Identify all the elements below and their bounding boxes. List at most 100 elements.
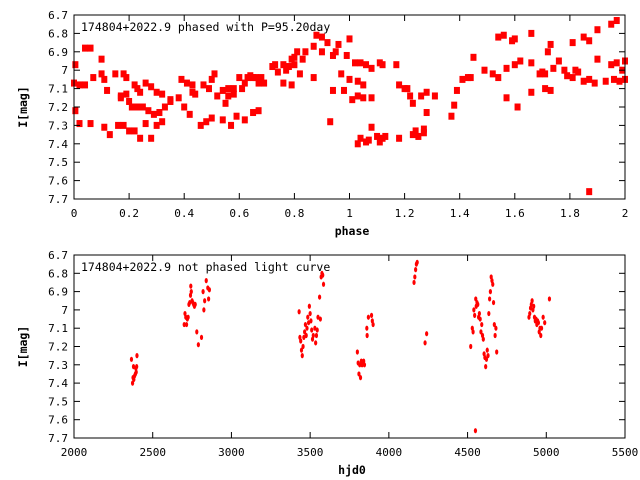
data-point [471,329,475,335]
data-point [349,96,356,104]
data-point [368,94,375,102]
data-point [369,312,374,318]
data-point [564,72,571,80]
data-point [423,88,430,96]
data-point [272,61,279,69]
chart-title: 174804+2022.9 phased with P=95.20day [81,20,330,34]
data-point [396,134,403,142]
data-point [203,118,210,126]
data-point [197,121,204,129]
data-point [186,110,193,118]
data-point [404,85,411,93]
data-point [324,39,331,47]
data-point [365,332,369,339]
data-point [145,107,152,115]
data-point [307,303,311,309]
data-point [299,338,303,344]
data-point [296,70,303,78]
data-point [561,66,568,74]
data-point [258,74,265,82]
data-point [315,327,319,333]
data-point [241,116,248,124]
data-point [148,134,155,142]
data-point [360,81,367,89]
x-tick-label: 4500 [454,446,481,459]
data-point [310,74,317,82]
y-tick-label: 6.8 [48,267,68,280]
x-tick-label: 5500 [612,446,639,459]
data-point [204,278,208,284]
data-point [494,325,498,331]
data-point [318,48,325,56]
data-point [195,329,199,335]
data-point [303,321,308,328]
data-point [368,64,375,72]
data-point [82,81,89,89]
data-point [186,314,190,320]
data-point [184,321,189,328]
data-point [310,42,317,50]
data-point [291,53,298,61]
data-point [536,320,541,326]
data-point [484,364,488,370]
data-point [192,90,199,98]
y-tick-label: 7.6 [48,175,68,188]
data-point [189,289,193,295]
y-tick-label: 7.7 [48,193,68,206]
data-point [379,61,386,69]
data-point [123,74,130,82]
data-point [425,331,429,337]
data-point [478,316,482,322]
data-point [586,188,593,196]
data-point [413,274,417,280]
data-point [409,99,416,107]
x-tick-label: 0.6 [229,207,249,220]
data-point [274,68,281,76]
data-point [393,61,400,69]
y-tick-label: 7.3 [48,119,68,132]
data-point [500,31,507,39]
data-point [481,336,485,342]
data-point [371,321,375,328]
x-tick-label: 1.8 [560,207,580,220]
data-point [202,307,206,313]
data-point [261,79,268,87]
data-point [318,33,325,41]
data-point [420,125,427,133]
data-point [528,310,532,317]
x-tick-label: 0.2 [119,207,139,220]
data-point [199,334,204,340]
data-point [470,53,477,61]
data-point [487,310,491,317]
data-point [503,64,510,72]
y-axis-label: I[mag] [16,86,30,128]
data-point [358,362,362,368]
data-point [352,59,359,67]
data-point [159,90,166,98]
data-point [488,289,492,295]
phased-plot: 6.7 6.8 6.9 7 7.1 7.2 7.3 7.4 7.5 7.6 7.70 0.2 0.4 0.… [16,9,628,238]
y-tick-label: 6.9 [48,46,68,59]
data-point [485,347,489,353]
data-point [139,103,146,111]
data-point [616,77,623,85]
data-point [82,44,89,52]
data-point [181,103,188,111]
data-point [297,309,301,315]
data-point [586,37,593,45]
y-tick-label: 7.5 [48,395,68,408]
data-point [123,90,130,98]
data-point [355,349,359,355]
y-tick-label: 7.1 [48,322,68,335]
data-point [300,353,304,359]
data-point [569,74,576,82]
data-point [477,310,481,317]
data-point [409,131,416,139]
data-point [412,127,419,135]
y-tick-label: 7.2 [48,341,68,354]
data-point [511,61,518,69]
data-point [208,75,215,83]
x-tick-label: 1 [346,207,353,220]
data-point [484,356,489,362]
data-point [219,116,226,124]
